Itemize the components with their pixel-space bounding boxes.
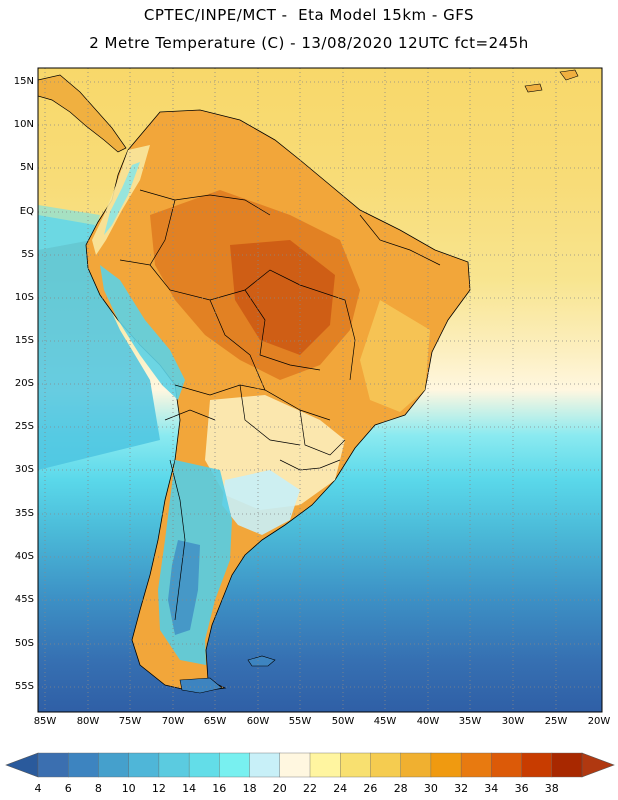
- colorbar-cell: [430, 752, 462, 778]
- lat-label: 10S: [14, 292, 34, 303]
- colorbar-label: 10: [121, 782, 136, 795]
- lon-label: 85W: [33, 716, 57, 727]
- tierra-del-fuego: [179, 677, 223, 694]
- colorbar-cell: [219, 752, 251, 778]
- colorbar-label: 6: [64, 782, 72, 795]
- lon-label: 35W: [458, 716, 482, 727]
- colorbar-cell: [188, 752, 220, 778]
- colorbar-cell: [370, 752, 402, 778]
- lon-label: 80W: [76, 716, 100, 727]
- colorbar-cell: [491, 752, 523, 778]
- lat-label: 30S: [14, 464, 34, 475]
- colorbar-high-arrow: [581, 752, 615, 778]
- east-brazil-mild: [360, 300, 430, 412]
- lon-label: 25W: [544, 716, 568, 727]
- lon-label: 50W: [331, 716, 355, 727]
- chart-title-line1: CPTEC/INPE/MCT - Eta Model 15km - GFS: [143, 6, 475, 24]
- lon-label: 60W: [246, 716, 270, 727]
- colorbar-label: 20: [272, 782, 287, 795]
- colorbar-cell: [340, 752, 371, 778]
- colorbar-cell: [400, 752, 432, 778]
- colorbar-cell: [37, 752, 69, 778]
- colorbar-cell: [279, 752, 311, 778]
- lon-label: 75W: [118, 716, 142, 727]
- chart-title-line2: 2 Metre Temperature (C) - 13/08/2020 12U…: [89, 34, 529, 52]
- lat-label: 15N: [13, 76, 34, 87]
- lon-label: 45W: [373, 716, 397, 727]
- colorbar-cell: [128, 752, 160, 778]
- lon-label: 55W: [288, 716, 312, 727]
- colorbar-cell: [309, 752, 341, 778]
- colorbar-cell: [68, 752, 99, 778]
- lat-label: EQ: [19, 206, 34, 217]
- lat-label: 55S: [14, 681, 34, 692]
- lat-label: 25S: [14, 421, 34, 432]
- colorbar-label: 8: [94, 782, 102, 795]
- lat-label: 40S: [14, 551, 34, 562]
- lat-label: 20S: [14, 378, 34, 389]
- lon-label: 70W: [161, 716, 185, 727]
- colorbar-label: 14: [182, 782, 197, 795]
- colorbar-label: 36: [514, 782, 529, 795]
- lat-label: 10N: [13, 119, 34, 130]
- colorbar-cell: [460, 752, 492, 778]
- pacific-cold-tongue: [38, 215, 160, 470]
- colorbar-label: 24: [333, 782, 348, 795]
- northern-andes-cold: [104, 162, 140, 235]
- caribbean-islands: [524, 69, 579, 93]
- central-america-landmass: [38, 74, 127, 153]
- colorbar-label: 16: [212, 782, 227, 795]
- pacific-cool-band: [38, 205, 100, 250]
- colorbar-label: 30: [423, 782, 438, 795]
- lat-label: 50S: [14, 638, 34, 649]
- colorbar-cell: [98, 752, 130, 778]
- lon-label: 20W: [587, 716, 611, 727]
- colorbar-cell: [249, 752, 281, 778]
- temperature-colorbar: [5, 752, 615, 778]
- colorbar-low-arrow: [5, 752, 39, 778]
- lat-label: 45S: [14, 594, 34, 605]
- lon-label: 30W: [501, 716, 525, 727]
- colorbar-cell: [521, 752, 553, 778]
- hottest-core-region: [230, 240, 335, 355]
- colorbar-label: 38: [544, 782, 559, 795]
- lat-label: 15S: [14, 335, 34, 346]
- graticule: [38, 68, 602, 712]
- colorbar-label: 4: [34, 782, 42, 795]
- colorbar-label: 26: [363, 782, 378, 795]
- colorbar-label: 34: [484, 782, 499, 795]
- pampas-cool: [222, 470, 300, 535]
- lon-label: 40W: [416, 716, 440, 727]
- colorbar-label: 28: [393, 782, 408, 795]
- colorbar-cell: [551, 752, 583, 778]
- lat-label: 5S: [21, 249, 34, 260]
- lat-label: 35S: [14, 508, 34, 519]
- lon-label: 65W: [203, 716, 227, 727]
- colorbar-cell: [158, 752, 190, 778]
- falkland-islands: [247, 655, 276, 667]
- colorbar-label: 32: [454, 782, 469, 795]
- map-frame: [37, 67, 603, 713]
- colorbar-label: 22: [303, 782, 317, 795]
- country-borders: [119, 189, 441, 621]
- colorbar-label: 18: [242, 782, 257, 795]
- temperature-map: [37, 67, 603, 713]
- central-andes-cold: [100, 265, 185, 400]
- colorbar-label: 12: [151, 782, 166, 795]
- lat-label: 5N: [20, 162, 34, 173]
